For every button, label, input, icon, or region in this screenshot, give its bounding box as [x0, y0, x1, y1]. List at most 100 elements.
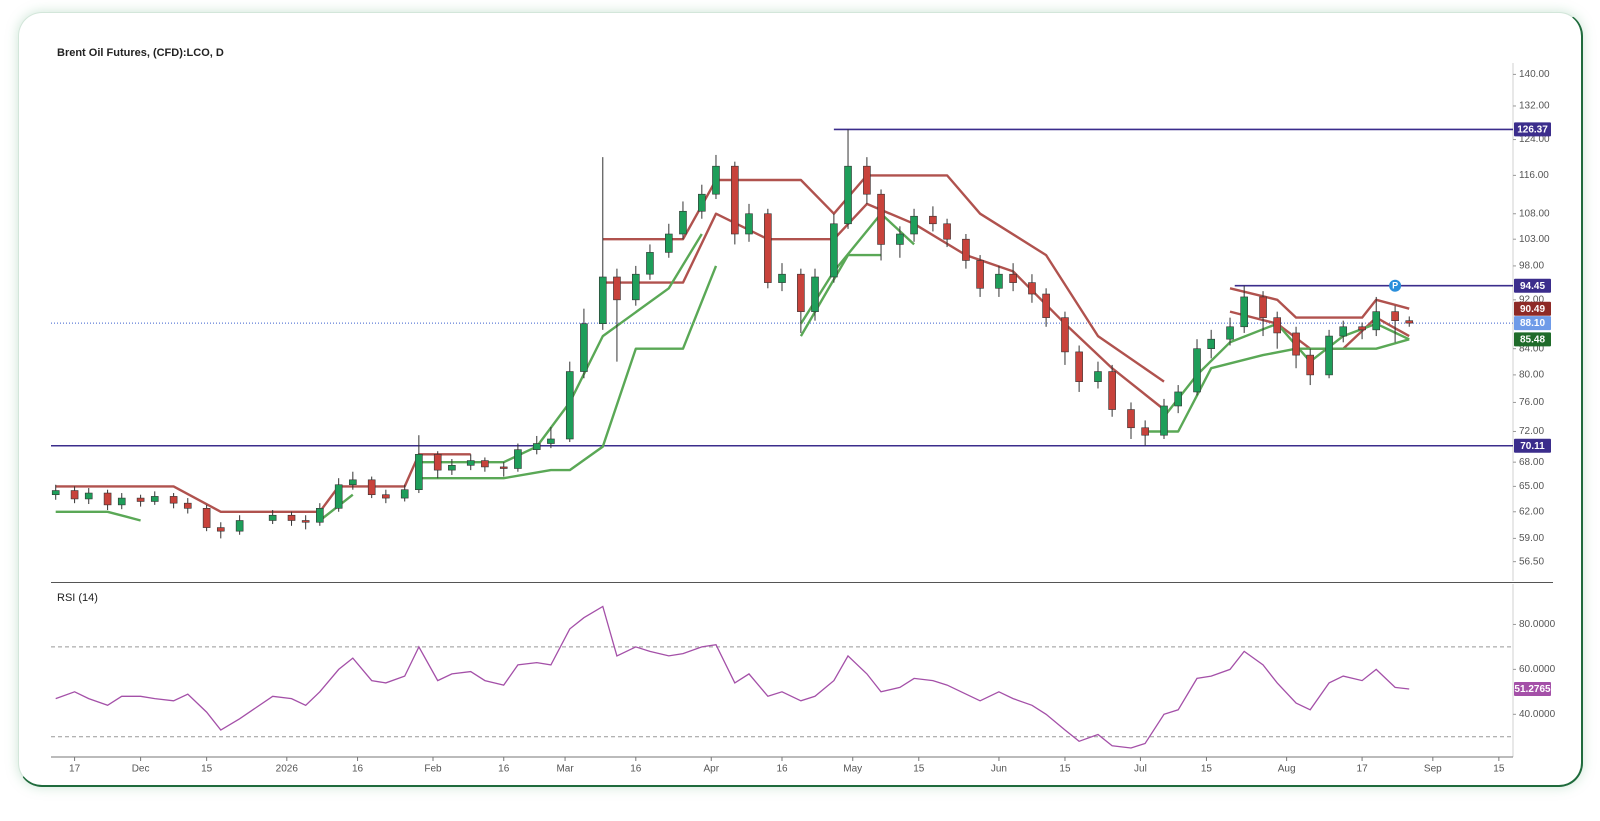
x-tick-label: Mar [556, 764, 574, 775]
candle-body [631, 273, 640, 301]
candle-body [613, 276, 621, 301]
line-last-box [1514, 332, 1551, 347]
candle-body [481, 460, 489, 468]
candle-body [1306, 354, 1315, 376]
candle-body [811, 276, 819, 312]
x-tick-label: Aug [1278, 764, 1296, 775]
candle-body [1391, 311, 1399, 321]
y-tick-label: 108.00 [1519, 208, 1550, 219]
candle-body [150, 496, 159, 502]
x-tick-label: Feb [424, 764, 442, 775]
level-box [1514, 438, 1551, 453]
x-tick-label: 16 [498, 764, 510, 775]
y-tick-label: 103.00 [1519, 234, 1550, 245]
candle-body [70, 490, 79, 500]
candle-body [665, 233, 673, 253]
y-tick-label: 76.00 [1519, 397, 1544, 408]
candle-body [448, 465, 456, 471]
candle-body [349, 479, 357, 486]
rsi-line [55, 605, 1410, 749]
candle-body [844, 165, 852, 225]
candle-body [646, 252, 654, 275]
x-tick-label: Dec [132, 764, 150, 775]
x-tick-label: 15 [913, 764, 925, 775]
candle-body [382, 494, 390, 499]
candle-body [830, 223, 838, 278]
candle-body [169, 496, 178, 504]
candle-body [565, 371, 574, 440]
y-tick-label: 116.00 [1519, 170, 1549, 181]
candle-body [415, 454, 423, 491]
candle-body [1141, 427, 1149, 436]
y-tick-label: 59.00 [1519, 533, 1544, 544]
candle-body [1075, 351, 1083, 382]
chart-card [18, 12, 1583, 787]
candle-body [910, 215, 918, 235]
candle-body [679, 210, 687, 235]
candle-body [1372, 311, 1381, 331]
y-tick-label: 68.00 [1519, 457, 1544, 468]
y-tick-label: 80.00 [1519, 370, 1544, 381]
candle-body [514, 449, 522, 469]
candle-body [84, 492, 93, 500]
last-price-box [1514, 316, 1551, 331]
candle-body [1094, 371, 1102, 382]
level-box [1514, 278, 1551, 293]
candle-body [547, 438, 555, 444]
x-tick-label: Jun [991, 764, 1007, 775]
y-tick-label: 40.0000 [1519, 709, 1556, 720]
x-tick-label: 17 [1357, 764, 1369, 775]
candle-body [745, 213, 753, 235]
level-box [1514, 122, 1551, 137]
y-tick-label: 124.00 [1519, 134, 1550, 145]
x-tick-label: 15 [201, 764, 213, 775]
y-tick-label: 84.00 [1519, 343, 1544, 354]
candle-body [532, 443, 541, 450]
candle-body [400, 489, 409, 499]
y-tick-label: 98.00 [1519, 261, 1544, 272]
x-tick-label: Sep [1424, 764, 1442, 775]
candle-body [1273, 317, 1281, 334]
x-tick-label: Jul [1134, 764, 1147, 775]
level-label: 70.11 [1520, 441, 1545, 452]
candle-body [51, 490, 60, 496]
line-last-label: 85.48 [1520, 334, 1545, 345]
candle-body [1127, 409, 1135, 429]
candle-body [698, 193, 706, 212]
y-tick-label: 72.00 [1519, 426, 1544, 437]
last-price-label: 88.10 [1520, 318, 1545, 329]
candle-body [1240, 296, 1248, 328]
candle-body [1160, 405, 1168, 436]
x-tick-label: May [843, 764, 862, 775]
x-tick-label: 17 [69, 764, 81, 775]
candle-body [103, 492, 112, 506]
candle-body [1108, 371, 1116, 410]
candle-body [316, 508, 324, 523]
x-tick-label: 15 [1059, 764, 1071, 775]
line-last-box [1514, 301, 1551, 316]
candle-body [995, 273, 1003, 289]
candle-body [1042, 293, 1050, 318]
x-tick-label: 15 [1201, 764, 1213, 775]
candle-body [1226, 326, 1234, 340]
candle-body [301, 520, 310, 523]
y-tick-label: 65.00 [1519, 481, 1544, 492]
candle-body [466, 460, 475, 466]
candle-body [580, 323, 588, 372]
candle-body [598, 276, 607, 325]
x-tick-label: 16 [776, 764, 788, 775]
candle-body [731, 165, 739, 235]
candle-body [896, 233, 904, 245]
indicator-line [418, 253, 1410, 480]
candle-body [1193, 348, 1201, 393]
candle-body [1325, 335, 1333, 376]
y-tick-label: 80.0000 [1519, 619, 1556, 630]
candle-body [1292, 332, 1300, 356]
candle-body [499, 466, 508, 469]
candle-body [929, 215, 937, 225]
candle-body [764, 213, 772, 283]
candle-body [1009, 273, 1017, 283]
candle-body [943, 223, 951, 240]
candle-body [367, 479, 376, 496]
